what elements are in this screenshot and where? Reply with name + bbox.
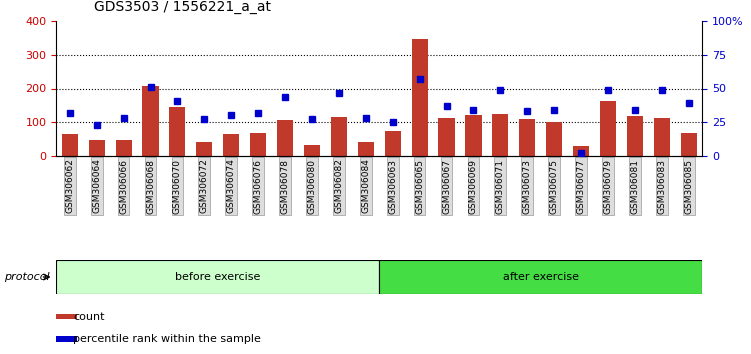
Text: count: count — [74, 312, 104, 322]
Bar — [412, 39, 428, 156]
Bar — [304, 145, 320, 156]
Bar — [56, 336, 77, 342]
Bar — [466, 115, 481, 156]
Text: GDS3503 / 1556221_a_at: GDS3503 / 1556221_a_at — [94, 0, 271, 14]
Bar — [223, 134, 240, 156]
Bar — [600, 101, 616, 156]
Bar — [519, 119, 535, 156]
Bar — [680, 133, 697, 156]
Text: before exercise: before exercise — [175, 272, 261, 282]
Bar — [330, 117, 347, 156]
Bar — [116, 140, 131, 156]
Bar — [385, 131, 401, 156]
Text: after exercise: after exercise — [502, 272, 579, 282]
Text: percentile rank within the sample: percentile rank within the sample — [74, 334, 261, 344]
Bar — [143, 86, 158, 156]
Bar — [56, 314, 77, 319]
Bar — [62, 134, 78, 156]
Bar — [439, 118, 454, 156]
Bar — [89, 139, 105, 156]
Bar — [56, 260, 379, 294]
Bar — [627, 116, 643, 156]
Bar — [546, 122, 562, 156]
Bar — [653, 118, 670, 156]
Bar — [573, 146, 589, 156]
Bar — [379, 260, 702, 294]
Bar — [196, 142, 213, 156]
Bar — [277, 120, 293, 156]
Bar — [170, 107, 185, 156]
Text: protocol: protocol — [4, 272, 50, 282]
Bar — [250, 133, 266, 156]
Bar — [357, 142, 374, 156]
Bar — [493, 114, 508, 156]
